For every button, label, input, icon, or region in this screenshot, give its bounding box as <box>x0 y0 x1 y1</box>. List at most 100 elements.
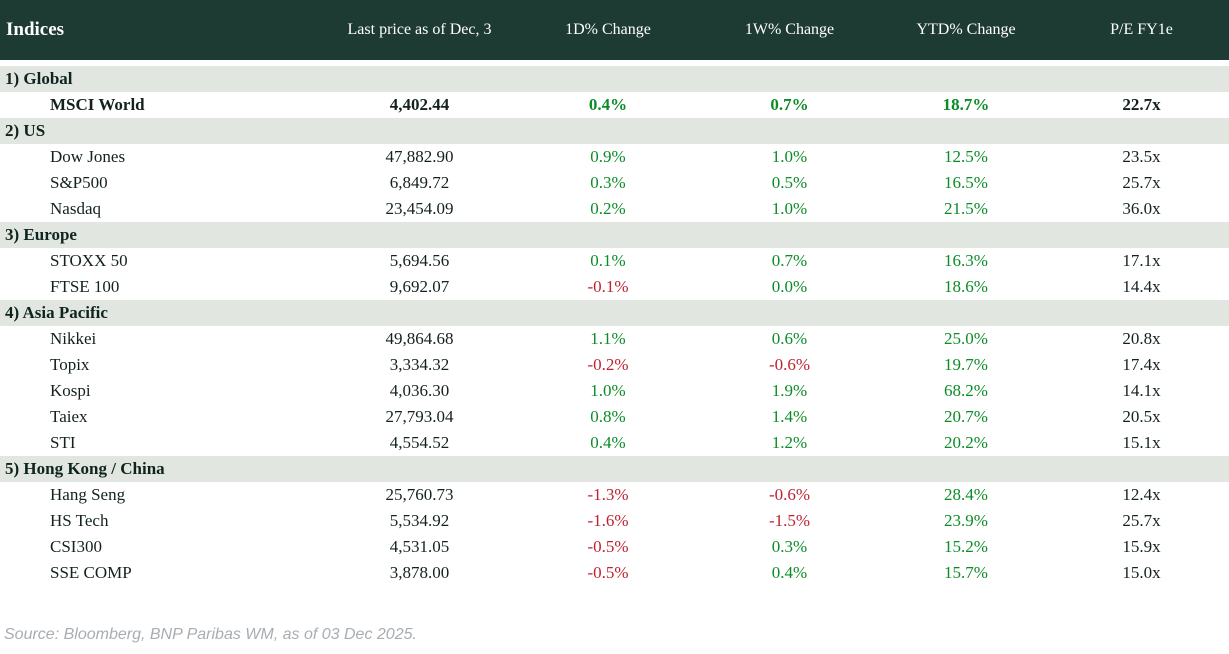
table-row: Nikkei 49,864.68 1.1% 0.6% 25.0% 20.8x <box>0 326 1229 352</box>
table-row: Hang Seng 25,760.73 -1.3% -0.6% 28.4% 12.4x <box>0 482 1229 508</box>
ytd-change-value: 20.7% <box>944 407 988 426</box>
1d-change-value: -0.5% <box>587 537 629 556</box>
pe-value: 15.9x <box>1122 537 1161 556</box>
ytd-change-value: 68.2% <box>944 381 988 400</box>
1w-change-value: 0.6% <box>771 329 808 348</box>
1d-change-value: -1.3% <box>587 485 629 504</box>
ytd-change-value: 16.3% <box>944 251 988 270</box>
last-price-value: 27,793.04 <box>385 407 454 426</box>
table-row: FTSE 100 9,692.07 -0.1% 0.0% 18.6% 14.4x <box>0 274 1229 300</box>
last-price-value: 6,849.72 <box>389 173 450 192</box>
1w-change-value: 0.5% <box>771 173 808 192</box>
index-name: Nasdaq <box>50 199 101 218</box>
1d-change-value: 0.9% <box>590 147 626 166</box>
ytd-change-value: 12.5% <box>944 147 988 166</box>
ytd-change-value: 28.4% <box>944 485 988 504</box>
index-name: MSCI World <box>50 95 145 114</box>
pe-value: 14.1x <box>1122 381 1161 400</box>
index-name: Nikkei <box>50 329 97 348</box>
last-price-value: 4,402.44 <box>389 95 450 114</box>
index-name: Kospi <box>50 381 91 400</box>
table-body: 1) Global MSCI World 4,402.44 0.4% 0.7% 18.7%… <box>0 66 1229 586</box>
pe-value: 22.7x <box>1122 95 1161 114</box>
last-price-value: 3,334.32 <box>389 355 450 374</box>
1w-change-value: 0.3% <box>771 537 808 556</box>
table-row: HS Tech 5,534.92 -1.6% -1.5% 23.9% 25.7x <box>0 508 1229 534</box>
index-name: FTSE 100 <box>50 277 120 296</box>
section-header: 4) Asia Pacific <box>0 300 1229 326</box>
1w-change-value: 1.0% <box>771 147 808 166</box>
last-price-value: 3,878.00 <box>389 563 450 582</box>
ytd-change-value: 21.5% <box>944 199 988 218</box>
pe-value: 23.5x <box>1122 147 1161 166</box>
index-name: Dow Jones <box>50 147 126 166</box>
1w-change-value: 1.9% <box>771 381 808 400</box>
pe-value: 17.1x <box>1122 251 1161 270</box>
pe-value: 25.7x <box>1122 173 1161 192</box>
last-price-value: 23,454.09 <box>385 199 454 218</box>
table-row: Dow Jones 47,882.90 0.9% 1.0% 12.5% 23.5x <box>0 144 1229 170</box>
ytd-change-value: 20.2% <box>944 433 988 452</box>
1w-change-value: 0.0% <box>771 277 808 296</box>
table-row: Nasdaq 23,454.09 0.2% 1.0% 21.5% 36.0x <box>0 196 1229 222</box>
col-header-pe: P/E FY1e <box>1110 21 1173 38</box>
table-row: SSE COMP 3,878.00 -0.5% 0.4% 15.7% 15.0x <box>0 560 1229 586</box>
col-header-1d-change: 1D% Change <box>565 21 651 38</box>
last-price-value: 5,534.92 <box>389 511 450 530</box>
ytd-change-value: 23.9% <box>944 511 988 530</box>
1d-change-value: 0.4% <box>588 95 628 114</box>
section-header: 5) Hong Kong / China <box>0 456 1229 482</box>
ytd-change-value: 15.7% <box>944 563 988 582</box>
pe-value: 15.0x <box>1122 563 1161 582</box>
pe-value: 17.4x <box>1122 355 1161 374</box>
1w-change-value: 1.4% <box>771 407 808 426</box>
col-header-1w-change: 1W% Change <box>744 21 835 38</box>
1d-change-value: 0.3% <box>590 173 626 192</box>
table-row: Topix 3,334.32 -0.2% -0.6% 19.7% 17.4x <box>0 352 1229 378</box>
index-name: STOXX 50 <box>50 251 128 270</box>
index-name: S&P500 <box>50 173 108 192</box>
table-row: STI 4,554.52 0.4% 1.2% 20.2% 15.1x <box>0 430 1229 456</box>
col-header-last-price: Last price as of Dec, 3 <box>347 21 492 38</box>
1d-change-value: 1.0% <box>590 381 626 400</box>
table-row: STOXX 50 5,694.56 0.1% 0.7% 16.3% 17.1x <box>0 248 1229 274</box>
section-header: 2) US <box>0 118 1229 144</box>
pe-value: 20.5x <box>1122 407 1161 426</box>
index-name: STI <box>50 433 76 452</box>
last-price-value: 9,692.07 <box>389 277 450 296</box>
1w-change-value: 0.7% <box>771 251 808 270</box>
1w-change-value: -0.6% <box>768 485 811 504</box>
last-price-value: 4,554.52 <box>389 433 450 452</box>
1d-change-value: -0.2% <box>587 355 629 374</box>
1d-change-value: 0.1% <box>590 251 626 270</box>
pe-value: 15.1x <box>1122 433 1161 452</box>
1d-change-value: -0.5% <box>587 563 629 582</box>
1w-change-value: 1.2% <box>771 433 808 452</box>
index-name: SSE COMP <box>50 563 132 582</box>
1d-change-value: -0.1% <box>587 277 629 296</box>
table-row: CSI300 4,531.05 -0.5% 0.3% 15.2% 15.9x <box>0 534 1229 560</box>
ytd-change-value: 18.6% <box>944 277 988 296</box>
last-price-value: 4,036.30 <box>389 381 450 400</box>
pe-value: 14.4x <box>1122 277 1161 296</box>
pe-value: 25.7x <box>1122 511 1161 530</box>
pe-value: 12.4x <box>1122 485 1161 504</box>
ytd-change-value: 15.2% <box>944 537 988 556</box>
index-name: Hang Seng <box>50 485 126 504</box>
last-price-value: 5,694.56 <box>389 251 450 270</box>
1d-change-value: 0.8% <box>590 407 626 426</box>
1d-change-value: -1.6% <box>587 511 629 530</box>
index-name: HS Tech <box>50 511 109 530</box>
index-name: CSI300 <box>50 537 102 556</box>
table-row: MSCI World 4,402.44 0.4% 0.7% 18.7% 22.7x <box>0 92 1229 118</box>
pe-value: 36.0x <box>1122 199 1161 218</box>
ytd-change-value: 18.7% <box>942 95 990 114</box>
table-row: Taiex 27,793.04 0.8% 1.4% 20.7% 20.5x <box>0 404 1229 430</box>
1w-change-value: 0.4% <box>771 563 808 582</box>
index-name: Topix <box>50 355 90 374</box>
1d-change-value: 0.2% <box>590 199 626 218</box>
table-row: Kospi 4,036.30 1.0% 1.9% 68.2% 14.1x <box>0 378 1229 404</box>
last-price-value: 49,864.68 <box>385 329 454 348</box>
ytd-change-value: 25.0% <box>944 329 988 348</box>
last-price-value: 4,531.05 <box>389 537 450 556</box>
